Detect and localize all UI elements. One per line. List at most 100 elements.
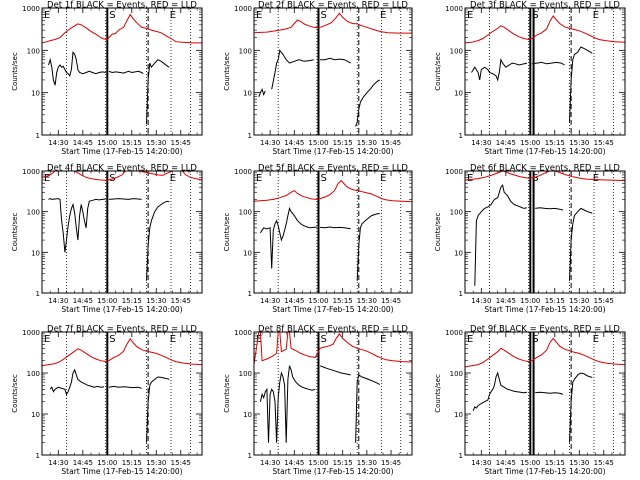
x-tick-label: 14:30 bbox=[48, 459, 68, 467]
x-tick-label: 15:30 bbox=[569, 459, 589, 467]
plot-frame bbox=[253, 170, 413, 294]
marker-label: E bbox=[380, 334, 386, 345]
marker-label: E bbox=[467, 173, 473, 184]
marker-label: S bbox=[320, 10, 326, 21]
x-axis-label: Start Time (17-Feb-15 14:20:00) bbox=[484, 467, 605, 476]
x-tick-label: 15:15 bbox=[122, 459, 142, 467]
y-tick-label: 1 bbox=[459, 290, 463, 298]
y-axis-label: Counts/sec bbox=[11, 52, 19, 91]
x-tick-label: 15:30 bbox=[569, 297, 589, 305]
marker-lines bbox=[254, 332, 402, 455]
y-tick-label: 10 bbox=[454, 411, 463, 419]
series-line-events bbox=[48, 198, 170, 281]
x-tick-label: 15:00 bbox=[308, 139, 328, 147]
marker-lines bbox=[254, 171, 402, 293]
y-tick-label: 1 bbox=[459, 452, 463, 460]
series-line-events bbox=[48, 51, 170, 125]
y-tick-label: 1000 bbox=[445, 329, 463, 337]
y-tick-label: 1000 bbox=[22, 168, 40, 176]
panel-title: Det 4f BLACK = Events, RED = LLD bbox=[47, 164, 197, 174]
marker-label: E bbox=[44, 173, 50, 184]
x-tick-label: 15:45 bbox=[594, 459, 614, 467]
x-tick-label: 15:45 bbox=[171, 139, 191, 147]
series-group bbox=[254, 332, 412, 443]
x-tick-label: 14:45 bbox=[284, 459, 304, 467]
series-line-lld bbox=[42, 171, 202, 181]
x-tick-label: 15:00 bbox=[520, 459, 540, 467]
marker-label: E bbox=[256, 334, 262, 345]
panel-title: Det 5f BLACK = Events, RED = LLD bbox=[258, 164, 408, 174]
x-tick-label: 15:30 bbox=[146, 459, 166, 467]
x-axis-label: Start Time (17-Feb-15 14:20:00) bbox=[272, 147, 393, 156]
marker-label: E bbox=[380, 173, 386, 184]
chart-panel-9: Det 9f BLACK = Events, RED = LLD 1 10 100 10… bbox=[434, 325, 626, 476]
y-tick-label: 100 bbox=[27, 209, 40, 217]
x-tick-label: 15:30 bbox=[357, 459, 377, 467]
plot-frame bbox=[464, 331, 626, 456]
y-tick-label: 1000 bbox=[445, 168, 463, 176]
y-tick-label: 1 bbox=[36, 452, 40, 460]
series-line-events bbox=[259, 206, 380, 281]
series-line-lld bbox=[254, 179, 412, 203]
marker-lines bbox=[465, 332, 614, 455]
plot-frame bbox=[253, 331, 413, 456]
plot-frame bbox=[253, 7, 413, 136]
plot-frame bbox=[464, 170, 626, 294]
marker-label: E bbox=[256, 173, 262, 184]
x-tick-label: 14:30 bbox=[260, 139, 280, 147]
marker-label: S bbox=[532, 10, 538, 21]
marker-label: E bbox=[44, 334, 50, 345]
y-tick-label: 1000 bbox=[234, 5, 252, 13]
marker-label: E bbox=[593, 173, 599, 184]
series-line-events bbox=[258, 49, 381, 127]
series-group bbox=[42, 338, 202, 443]
x-tick-label: 15:30 bbox=[146, 139, 166, 147]
y-tick-label: 100 bbox=[27, 370, 40, 378]
x-tick-label: 15:45 bbox=[594, 297, 614, 305]
y-tick-label: 1 bbox=[36, 132, 40, 140]
x-tick-label: 14:45 bbox=[496, 459, 516, 467]
x-tick-label: 15:15 bbox=[333, 139, 353, 147]
x-axis-label: Start Time (17-Feb-15 14:20:00) bbox=[484, 147, 605, 156]
x-tick-label: 14:30 bbox=[260, 297, 280, 305]
marker-lines bbox=[465, 171, 614, 293]
y-tick-label: 100 bbox=[27, 47, 40, 55]
y-tick-label: 10 bbox=[243, 411, 252, 419]
x-axis-label: Start Time (17-Feb-15 14:20:00) bbox=[272, 305, 393, 314]
x-tick-label: 15:15 bbox=[545, 459, 565, 467]
x-axis-label: Start Time (17-Feb-15 14:20:00) bbox=[61, 305, 182, 314]
series-group bbox=[254, 179, 412, 281]
x-tick-label: 15:45 bbox=[594, 139, 614, 147]
series-line-events bbox=[472, 371, 593, 443]
series-group bbox=[465, 171, 625, 286]
series-line-lld bbox=[254, 332, 412, 365]
y-tick-label: 1 bbox=[248, 290, 252, 298]
panel-title: Det 8f BLACK = Events, RED = LLD bbox=[258, 325, 408, 335]
marker-label: S bbox=[320, 334, 326, 345]
plot-frame bbox=[41, 170, 203, 294]
x-axis-label: Start Time (17-Feb-15 14:20:00) bbox=[61, 467, 182, 476]
marker-label: E bbox=[593, 334, 599, 345]
x-tick-label: 15:30 bbox=[146, 297, 166, 305]
series-group bbox=[465, 337, 625, 443]
marker-label: S bbox=[109, 334, 115, 345]
x-tick-label: 15:00 bbox=[520, 139, 540, 147]
y-axis-label: Counts/sec bbox=[434, 374, 442, 413]
chart-panel-6: Det 6f BLACK = Events, RED = LLD 1 10 100 10… bbox=[434, 164, 626, 314]
panel-title: Det 7f BLACK = Events, RED = LLD bbox=[47, 325, 197, 335]
x-tick-label: 15:15 bbox=[333, 297, 353, 305]
marker-lines bbox=[465, 8, 614, 135]
chart-panel-7: Det 7f BLACK = Events, RED = LLD 1 10 100 10… bbox=[11, 325, 203, 476]
chart-panel-5: Det 5f BLACK = Events, RED = LLD 1 10 100 10… bbox=[223, 164, 413, 314]
x-tick-label: 15:45 bbox=[381, 459, 401, 467]
marker-label: S bbox=[320, 173, 326, 184]
x-tick-label: 15:00 bbox=[520, 297, 540, 305]
y-tick-label: 10 bbox=[31, 411, 40, 419]
y-tick-label: 100 bbox=[239, 209, 252, 217]
series-line-lld bbox=[465, 171, 625, 182]
y-tick-label: 10 bbox=[454, 90, 463, 98]
series-line-events bbox=[474, 183, 593, 286]
marker-label: E bbox=[170, 10, 176, 21]
y-tick-label: 1000 bbox=[234, 168, 252, 176]
x-axis-label: Start Time (17-Feb-15 14:20:00) bbox=[484, 305, 605, 314]
